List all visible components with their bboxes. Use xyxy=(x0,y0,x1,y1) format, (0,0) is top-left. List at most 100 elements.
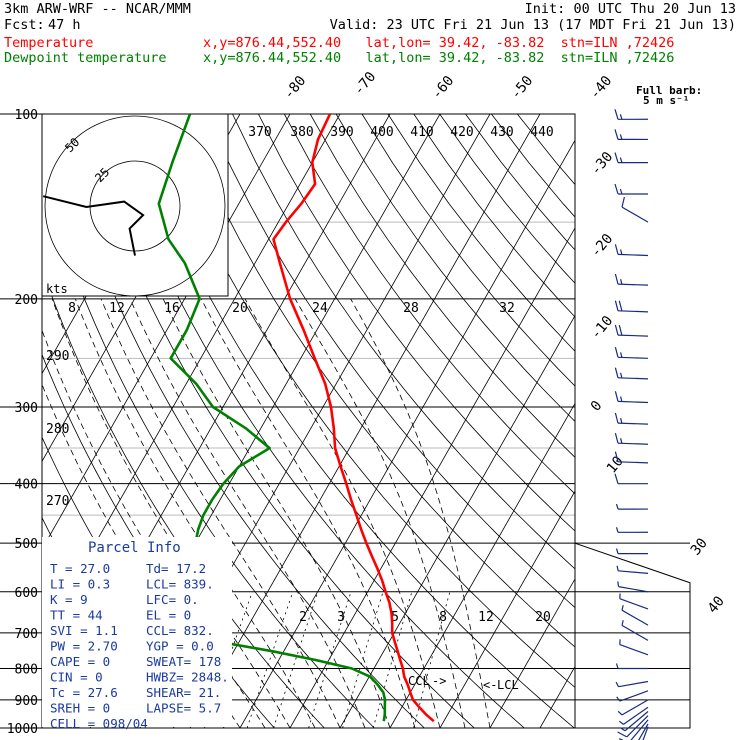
wind-barb xyxy=(614,244,649,257)
theta-label: 410 xyxy=(410,125,433,140)
wind-barb-staff xyxy=(618,570,649,574)
isotherm-line xyxy=(42,114,291,550)
parcel-param-right: CCL= 832. xyxy=(146,623,214,638)
wind-barb-staff xyxy=(621,609,649,626)
wind-barb-staff xyxy=(617,461,649,464)
wind-barb xyxy=(617,699,649,716)
wind-barb-staff xyxy=(638,723,649,740)
isotherm-label: -60 xyxy=(429,73,458,103)
wind-barb-half xyxy=(620,418,623,424)
parcel-param-right: SHEAR= 21. xyxy=(146,685,221,700)
wind-barb xyxy=(614,300,649,313)
lower-extension-border xyxy=(574,542,691,729)
wind-barb-half xyxy=(618,720,624,725)
isotherm-label: -50 xyxy=(508,73,537,103)
model-title: 3km ARW-WRF -- NCAR/MMM xyxy=(4,1,191,17)
wind-barb-full xyxy=(614,300,619,311)
parcel-info-panel: Parcel Info T = 27.0 Td= 17.2 LI = 0.3 LCL= … xyxy=(42,537,232,731)
plot-border xyxy=(41,113,576,729)
wind-barb xyxy=(619,593,649,610)
pressure-tick-label: 500 xyxy=(15,537,38,552)
theta-label: 370 xyxy=(248,125,271,140)
hodograph-units: kts xyxy=(46,282,68,296)
pressure-tick-label: 700 xyxy=(15,627,38,642)
mixing-ratio-line xyxy=(342,591,384,728)
wind-barb-full xyxy=(614,412,619,424)
temperature-legend: Temperature xyxy=(4,35,94,51)
wind-barb-half xyxy=(620,372,623,379)
wind-barb-full xyxy=(618,324,623,336)
dry-adiabat-line xyxy=(387,114,575,352)
wind-barb-half xyxy=(620,438,623,444)
wind-barb xyxy=(614,451,649,464)
moist-adiabat-line xyxy=(74,298,316,728)
theta-label: 400 xyxy=(370,125,393,140)
temperature-profile xyxy=(272,114,435,723)
dry-adiabat-label: 280 xyxy=(46,422,69,437)
mixing-ratio-label-low: 8 xyxy=(439,610,447,625)
theta-label: 440 xyxy=(530,125,553,140)
wind-barb-staff xyxy=(623,706,649,725)
isotherm-label: -70 xyxy=(351,69,380,99)
wind-barb-half xyxy=(615,527,619,533)
theta-label: 380 xyxy=(290,125,313,140)
wind-barb xyxy=(614,273,649,286)
wind-barb-staff xyxy=(617,310,649,313)
wind-barb xyxy=(621,196,649,223)
wind-barb-half xyxy=(616,565,619,571)
wind-barb-staff xyxy=(618,680,649,688)
wind-barb-staff xyxy=(621,699,649,716)
mixing-ratio-line xyxy=(308,591,352,728)
mixing-ratio-label-low: 2 xyxy=(299,610,307,625)
wind-barb xyxy=(616,690,649,702)
wind-barb xyxy=(614,324,649,337)
parcel-param-right: YGP = 0.0 xyxy=(146,639,214,654)
wind-barb xyxy=(617,581,649,593)
forecast-hour: 47 h xyxy=(48,17,81,33)
isotherm-label: 40 xyxy=(705,593,728,616)
isotherm-label: 30 xyxy=(688,535,711,558)
moist-adiabat-line xyxy=(294,298,466,728)
dry-adiabat-line xyxy=(516,114,575,186)
wind-barb xyxy=(618,706,649,725)
parcel-param-left: SVI = 1.1 xyxy=(50,623,118,638)
wind-barb-full xyxy=(621,196,625,208)
mixing-ratio-label-low: 20 xyxy=(535,610,551,625)
wind-barb-half xyxy=(619,134,623,140)
valid-time: Valid: 23 UTC Fri 21 Jun 13 (17 MDT Fri … xyxy=(329,17,736,33)
wind-barb xyxy=(621,620,649,641)
wind-barb xyxy=(614,391,649,404)
moist-adiabat-line xyxy=(162,298,391,728)
isotherm-line xyxy=(389,402,575,728)
wind-barb-half xyxy=(617,710,623,716)
wind-barb xyxy=(615,527,649,533)
wind-barb-staff xyxy=(617,356,649,359)
parcel-info-title: Parcel Info xyxy=(88,540,181,556)
mixing-ratio-label-top: 28 xyxy=(403,301,419,316)
wind-barb-full xyxy=(614,367,619,378)
parcel-param-right: LFC= 0. xyxy=(146,592,199,607)
isotherm-label: -40 xyxy=(587,73,616,103)
wind-barb xyxy=(621,604,649,626)
parcel-param-left: K = 9 xyxy=(50,592,88,607)
wind-barb-half xyxy=(617,581,620,587)
wind-barb-half xyxy=(615,663,619,669)
init-time: Init: 00 UTC Thu 20 Jun 13 xyxy=(524,1,736,17)
pressure-tick-label: 600 xyxy=(15,586,38,601)
wind-barb-half xyxy=(621,620,624,626)
wind-barb-staff xyxy=(618,586,649,593)
wind-barb-staff xyxy=(621,624,649,641)
mixing-ratio-label-top: 32 xyxy=(499,301,515,316)
wind-barb xyxy=(618,719,649,740)
mixing-ratio-label-top: 24 xyxy=(312,301,328,316)
wind-barb xyxy=(617,715,649,738)
wind-barb-full xyxy=(614,273,619,285)
pressure-tick-label: 400 xyxy=(15,478,38,493)
parcel-param-right: HWBZ= 2848. xyxy=(146,670,229,685)
dry-adiabat-line xyxy=(491,114,575,218)
dry-adiabat-line xyxy=(206,114,575,609)
dry-adiabat-line xyxy=(180,114,575,648)
wind-barb-half xyxy=(620,249,623,255)
barb-legend-title: Full barb: xyxy=(636,84,702,97)
